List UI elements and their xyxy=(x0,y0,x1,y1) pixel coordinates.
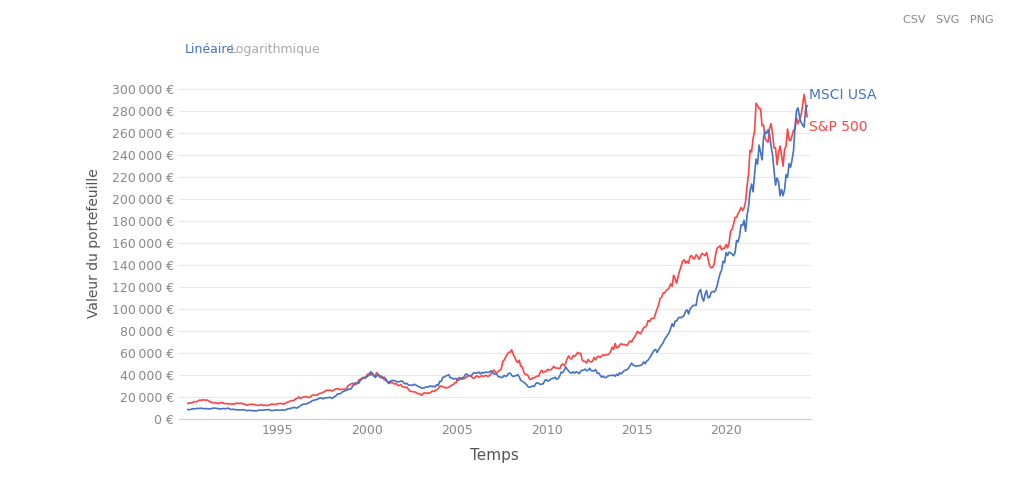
Text: S&P 500: S&P 500 xyxy=(809,120,867,134)
Text: Logarithmique: Logarithmique xyxy=(229,43,321,56)
Text: CSV   SVG   PNG: CSV SVG PNG xyxy=(902,15,993,25)
Y-axis label: Valeur du portefeuille: Valeur du portefeuille xyxy=(87,168,100,318)
Text: MSCI USA: MSCI USA xyxy=(809,89,877,103)
Text: Linéaire: Linéaire xyxy=(185,43,236,56)
X-axis label: Temps: Temps xyxy=(470,448,519,463)
